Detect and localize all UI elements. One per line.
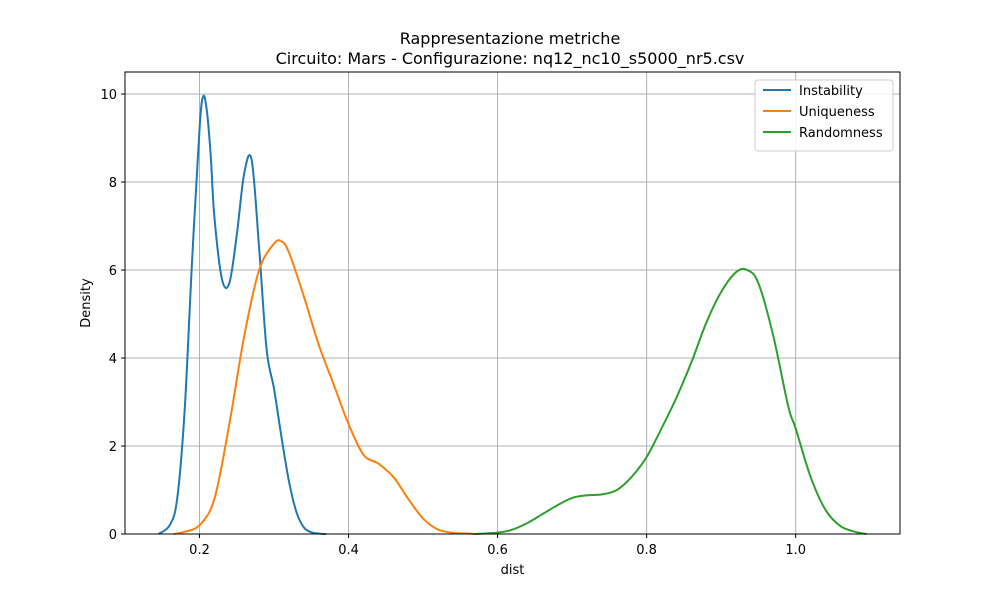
y-axis-label: Density: [79, 278, 94, 328]
x-tick-label: 1.0: [785, 543, 806, 558]
chart-subtitle: Circuito: Mars - Configurazione: nq12_nc…: [276, 49, 745, 69]
series-lines: [157, 94, 867, 535]
x-axis-label: dist: [501, 563, 525, 578]
series-line-randomness: [475, 267, 867, 535]
series-line-uniqueness: [173, 239, 476, 535]
x-tick-label: 0.8: [636, 543, 657, 558]
plot-frame: [124, 71, 901, 535]
y-tick-label: 6: [109, 264, 117, 279]
legend-box: [754, 79, 894, 152]
chart-title: Rappresentazione metriche: [400, 29, 621, 48]
y-tick-label: 8: [109, 176, 117, 191]
y-tick-label: 2: [109, 440, 117, 455]
x-tick-label: 0.2: [189, 543, 210, 558]
series-line-instability: [157, 94, 327, 535]
legend-label-uniqueness: Uniqueness: [799, 105, 875, 120]
legend: Instability Uniqueness Randomness: [754, 79, 894, 152]
x-tick-label: 0.4: [338, 543, 359, 558]
y-tick-label: 4: [109, 352, 117, 367]
y-tick-label: 10: [100, 88, 117, 103]
legend-label-instability: Instability: [799, 84, 863, 99]
legend-label-randomness: Randomness: [799, 126, 883, 141]
y-tick-label: 0: [109, 528, 117, 543]
x-tick-label: 0.6: [487, 543, 508, 558]
axis-ticks: 0.2 0.4 0.6 0.8 1.0 0 2 4 6 8 10: [100, 88, 806, 558]
